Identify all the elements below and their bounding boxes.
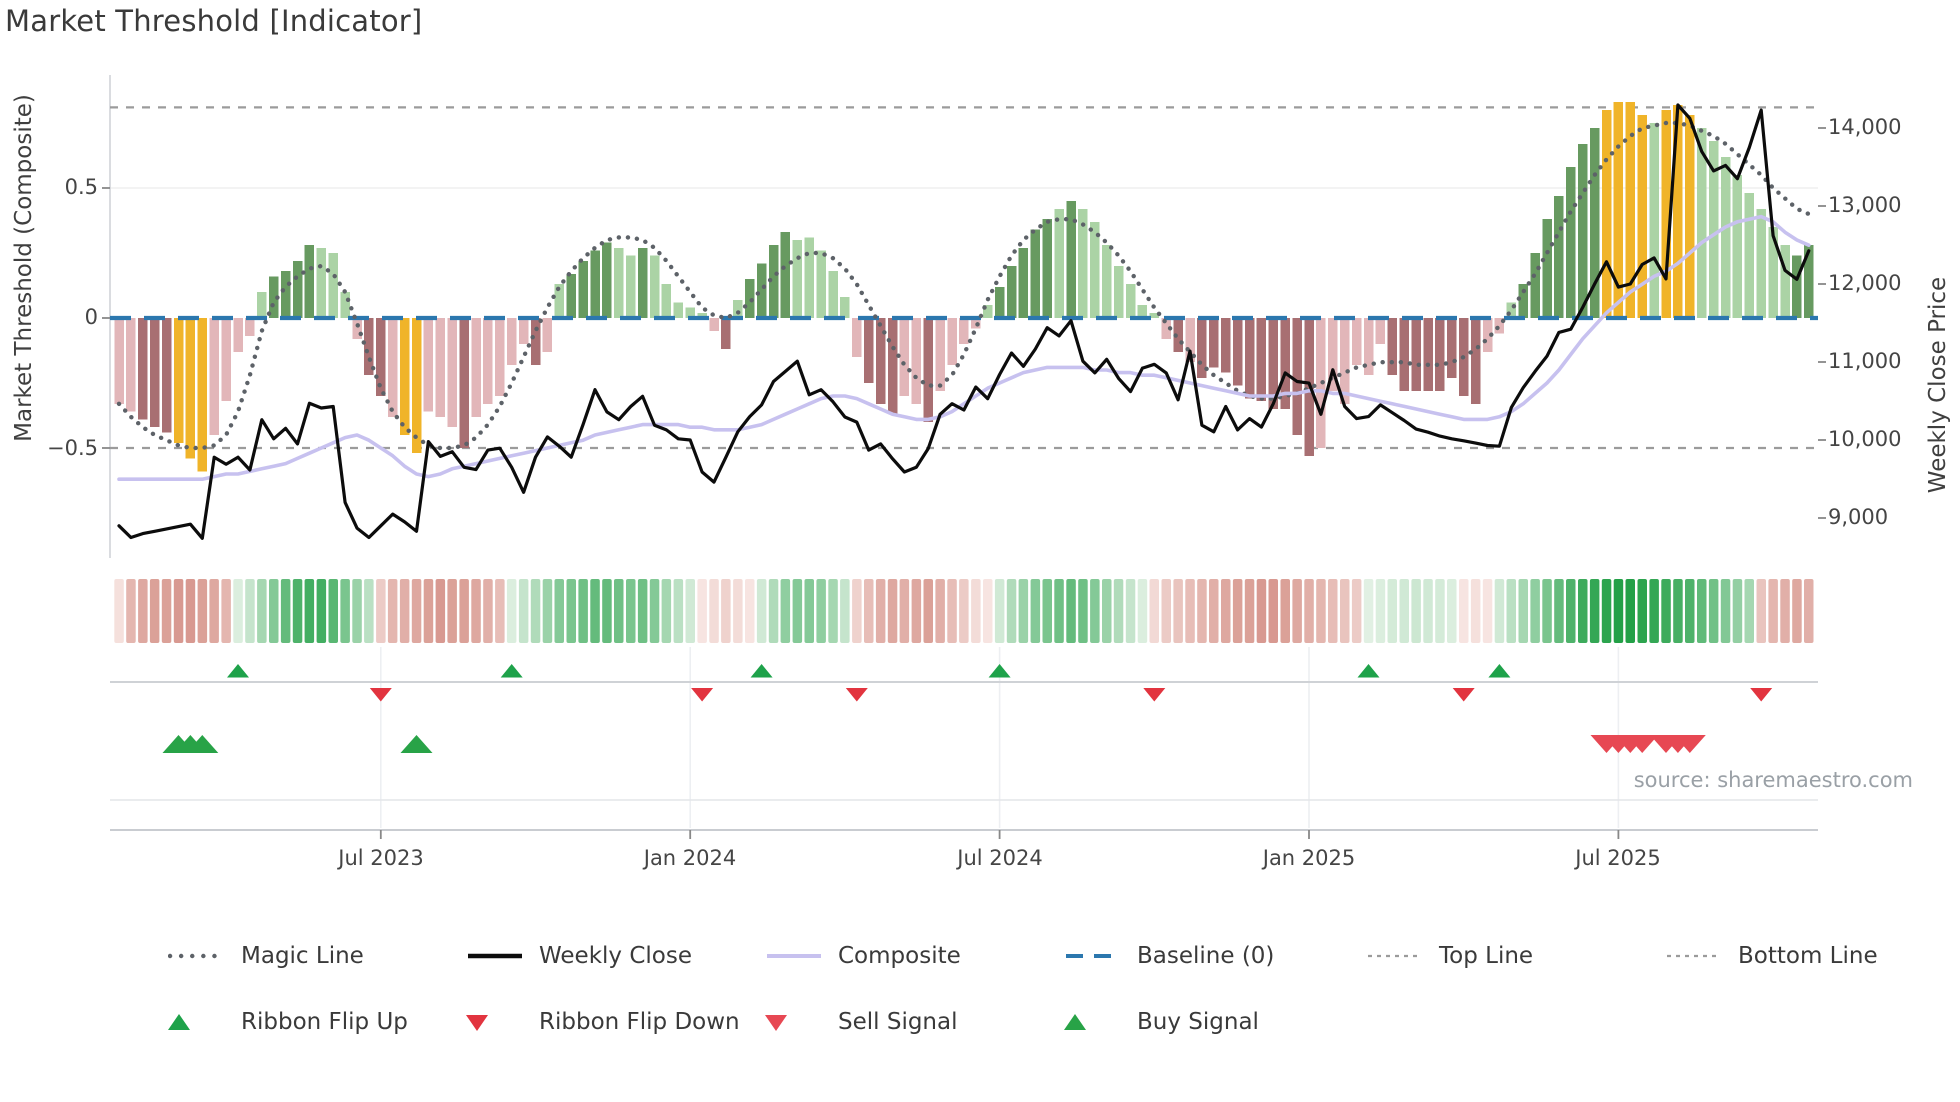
legend-swatch (1064, 946, 1122, 966)
left-tick-neg05: −0.5 (47, 436, 98, 460)
right-axis-title: Weekly Close Price (1925, 276, 1951, 494)
right-tick-12000: 12,000 (1828, 271, 1902, 295)
left-tick-0: 0 (84, 305, 98, 329)
legend-item-buy-signal: Buy Signal (1064, 1007, 1259, 1037)
legend-label: Magic Line (241, 943, 364, 969)
sell-triangle-icon (765, 1015, 787, 1031)
sell-signal-markers (1590, 735, 1706, 753)
right-tick-10000: 10,000 (1828, 427, 1902, 451)
left-axis-title: Market Threshold (Composite) (11, 94, 37, 442)
legend-swatch (765, 946, 823, 966)
legend-swatch (466, 1012, 524, 1032)
magic-line-swatch (168, 953, 226, 959)
legend-item-sell-signal: Sell Signal (765, 1007, 958, 1037)
source-credit: source: sharemaestro.com (1633, 768, 1913, 792)
right-tick-14000: 14,000 (1828, 115, 1902, 139)
legend-item-composite: Composite (765, 941, 961, 971)
x-tick-jan-2025: Jan 2025 (1262, 846, 1356, 870)
legend-label: Ribbon Flip Up (241, 1009, 408, 1035)
right-tick-11000: 11,000 (1828, 349, 1902, 373)
x-tick-jul-2023: Jul 2023 (338, 846, 424, 870)
legend-swatch (1366, 946, 1424, 966)
legend-item-top-line: Top Line (1366, 941, 1533, 971)
composite-line (117, 214, 1811, 482)
histogram-bars (114, 102, 1814, 472)
flip-down-triangle-icon (466, 1015, 488, 1031)
legend-label: Buy Signal (1137, 1009, 1259, 1035)
buy-signal-markers (162, 735, 433, 753)
legend-label: Composite (838, 943, 961, 969)
legend-item-weekly-close: Weekly Close (466, 941, 692, 971)
composite-swatch (767, 954, 821, 958)
flip-up-triangle-icon (168, 1014, 190, 1030)
legend-item-ribbon-flip-down: Ribbon Flip Down (466, 1007, 740, 1037)
legend-item-bottom-line: Bottom Line (1665, 941, 1878, 971)
x-tick-jul-2025: Jul 2025 (1575, 846, 1661, 870)
axis-tick-marks (102, 127, 1826, 519)
legend-label: Ribbon Flip Down (539, 1009, 740, 1035)
legend-swatch (466, 946, 524, 966)
legend-item-baseline-0-: Baseline (0) (1064, 941, 1274, 971)
legend-label: Baseline (0) (1137, 943, 1275, 969)
x-axis (110, 829, 1818, 839)
weekly-close-line (117, 103, 1811, 540)
weekly-close-swatch (468, 953, 522, 959)
legend-swatch (168, 1012, 226, 1032)
legend-item-magic-line: Magic Line (168, 941, 364, 971)
ribbon-flip-up-markers (227, 664, 1511, 678)
band-line-swatch (1667, 954, 1721, 958)
x-tick-jan-2024: Jan 2024 (643, 846, 737, 870)
ribbon-strip (114, 579, 1814, 643)
band-line-swatch (1368, 954, 1422, 958)
legend-item-ribbon-flip-up: Ribbon Flip Up (168, 1007, 408, 1037)
ribbon-flip-down-markers (369, 688, 1773, 702)
right-tick-9000: 9,000 (1828, 505, 1889, 529)
legend-swatch (168, 946, 226, 966)
legend-label: Weekly Close (539, 943, 692, 969)
legend-swatch (1665, 946, 1723, 966)
legend-swatch (765, 1012, 823, 1032)
left-tick-05: 0.5 (64, 175, 98, 199)
legend-label: Bottom Line (1738, 943, 1878, 969)
legend-label: Top Line (1439, 943, 1534, 969)
baseline-swatch (1066, 954, 1120, 958)
legend-swatch (1064, 1012, 1122, 1032)
right-tick-13000: 13,000 (1828, 193, 1902, 217)
buy-triangle-icon (1064, 1014, 1086, 1030)
page-title: Market Threshold [Indicator] (5, 4, 423, 38)
x-tick-jul-2024: Jul 2024 (957, 846, 1043, 870)
legend-label: Sell Signal (838, 1009, 958, 1035)
